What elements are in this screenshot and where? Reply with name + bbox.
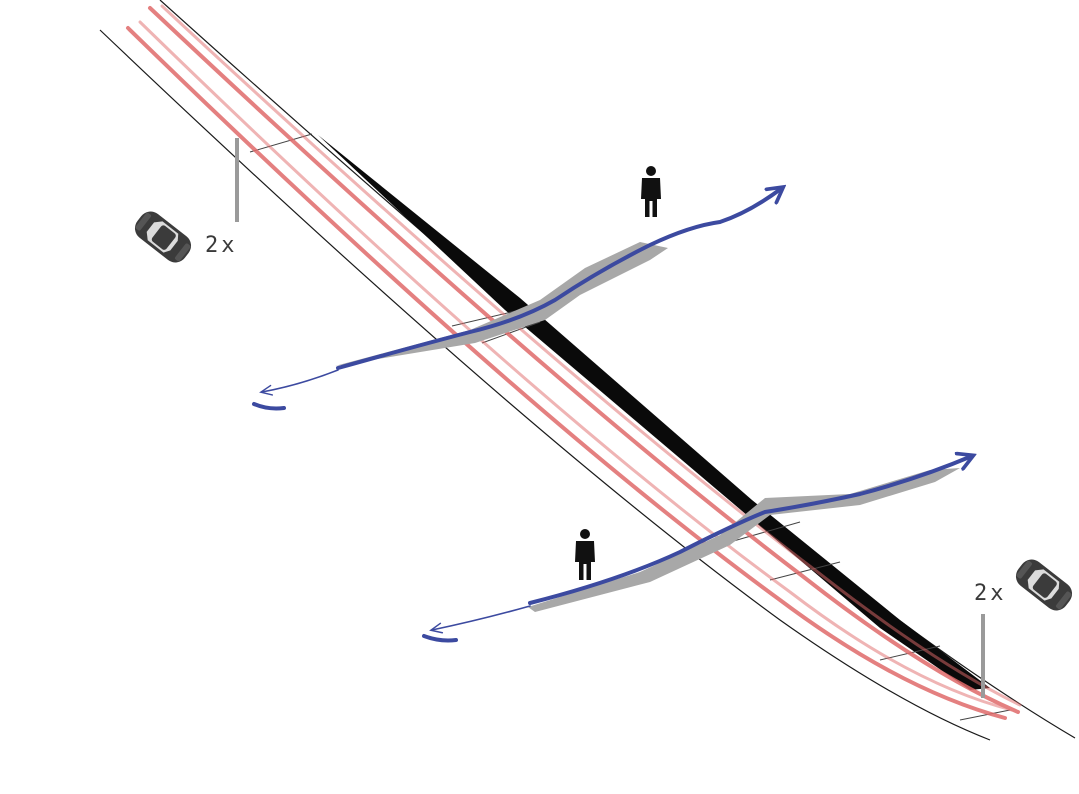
lane-count-left-label: 2x [205,233,238,258]
road-edge-outer-left [99,29,991,741]
lane-count-right-label: 2x [974,581,1007,606]
traffic-lanes [126,4,1022,720]
crossing-1-shadow [335,242,668,366]
pedestrian-2-icon [575,529,595,580]
crossing-1-path-right [336,188,782,370]
crossing-2-shadow [528,468,960,612]
traffic-lane-2 [138,20,1014,712]
road-median [318,135,990,690]
car-left-icon [130,206,196,268]
traffic-lane-1 [126,26,1007,720]
crossing-2-start-tick [422,634,458,643]
road-edge-outer-right [159,0,1076,739]
crossing-1-path-left [259,369,339,396]
car-right-icon [1011,554,1077,616]
crossing-2-path-right [528,456,972,605]
pedestrian-1-icon [641,166,661,217]
crossing-1-start-tick [252,402,286,411]
traffic-lane-4 [160,4,1022,707]
traffic-lane-3 [148,6,1020,714]
crossing-2-path-left [429,605,531,634]
